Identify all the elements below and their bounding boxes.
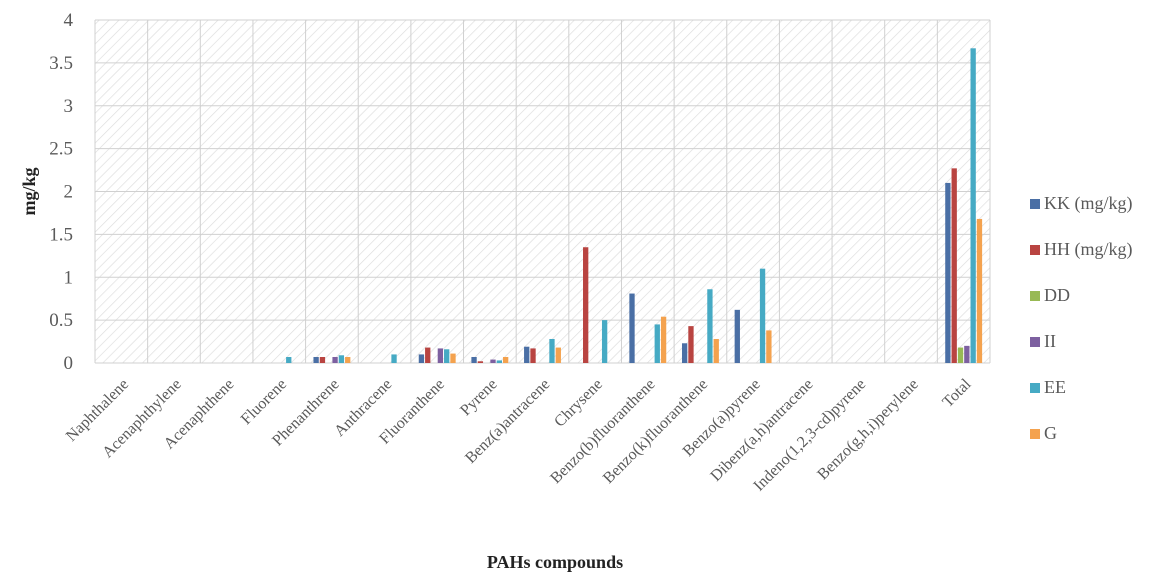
- bar: [957, 347, 964, 363]
- gridlines: [94, 19, 991, 364]
- bar: [964, 345, 970, 363]
- x-tick-label: Dibenz(a,h)antracene: [707, 376, 816, 485]
- bar: [654, 324, 660, 363]
- x-tick-label: Pyrene: [457, 376, 500, 419]
- bar: [345, 356, 351, 363]
- y-tick-label: 1: [64, 267, 74, 288]
- y-tick-label: 4: [64, 10, 74, 31]
- legend-swatch: [1030, 429, 1040, 439]
- bar: [524, 346, 530, 363]
- x-tick-label: Benzo(k)fluoranthene: [600, 376, 711, 487]
- y-axis-ticks: 0 0.5 1 1.5 2 2.5 3 3.5 4: [49, 10, 73, 374]
- bar: [681, 343, 688, 363]
- bar: [418, 354, 425, 363]
- y-tick-label: 3.5: [49, 53, 73, 74]
- bar: [583, 247, 589, 363]
- y-tick-label: 3: [64, 96, 74, 117]
- x-tick-label: Benzo(g,h,i)perylene: [814, 376, 922, 484]
- bar: [660, 316, 667, 363]
- y-tick-label: 0.5: [49, 310, 73, 331]
- legend-swatch: [1030, 337, 1040, 347]
- bar: [945, 182, 951, 363]
- legend-label: EE: [1044, 377, 1066, 397]
- bar: [496, 360, 502, 363]
- legend-label: KK (mg/kg): [1044, 193, 1133, 214]
- bar: [951, 168, 957, 363]
- bar: [490, 359, 496, 363]
- legend-label: DD: [1044, 285, 1070, 305]
- bar: [425, 347, 431, 363]
- bar: [444, 349, 450, 363]
- legend-label: G: [1044, 423, 1057, 443]
- bar: [391, 354, 397, 363]
- bar: [601, 320, 608, 363]
- bar: [437, 348, 444, 363]
- bar: [450, 353, 456, 363]
- legend: KK (mg/kg) HH (mg/kg) DD II EE G: [1030, 193, 1133, 443]
- y-tick-label: 1.5: [49, 224, 73, 245]
- bar: [688, 326, 694, 363]
- bar: [286, 356, 292, 363]
- bar: [477, 361, 484, 363]
- y-tick-label: 2: [64, 182, 74, 203]
- bar: [759, 268, 766, 363]
- bar: [332, 356, 338, 363]
- legend-swatch: [1030, 383, 1040, 393]
- bar: [471, 356, 477, 363]
- bar: [970, 48, 976, 364]
- bar: [713, 338, 719, 363]
- bar: [734, 309, 740, 363]
- x-tick-label: Benzo(b)fluoranthene: [547, 376, 658, 487]
- bar: [549, 338, 555, 363]
- y-axis-title: mg/kg: [19, 167, 39, 215]
- legend-swatch: [1030, 291, 1040, 301]
- x-tick-label: Total: [939, 375, 974, 410]
- bar: [555, 347, 561, 363]
- bar: [530, 348, 536, 363]
- x-axis-title: PAHs compounds: [487, 552, 623, 572]
- legend-label: HH (mg/kg): [1044, 239, 1133, 260]
- legend-swatch: [1030, 245, 1040, 255]
- bar: [629, 293, 635, 363]
- y-tick-label: 2.5: [49, 139, 73, 160]
- bar: [502, 356, 509, 363]
- x-tick-label: Fluorene: [238, 376, 290, 428]
- legend-label: II: [1044, 331, 1056, 351]
- bar: [313, 356, 319, 363]
- bar: [338, 355, 345, 363]
- bar: [766, 330, 772, 363]
- bar: [976, 218, 983, 363]
- legend-swatch: [1030, 199, 1040, 209]
- bar: [707, 289, 713, 363]
- bar: [319, 356, 326, 363]
- y-tick-label: 0: [64, 353, 74, 374]
- bars: [286, 48, 983, 364]
- x-tick-label: Chrysene: [551, 376, 606, 431]
